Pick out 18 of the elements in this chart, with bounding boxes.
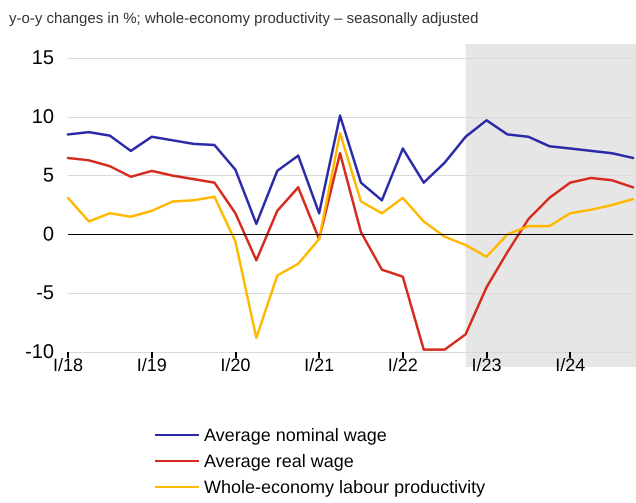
y-tick-label: 10 bbox=[32, 106, 54, 128]
x-tick-label: I/22 bbox=[388, 355, 418, 375]
x-tick-label: I/19 bbox=[136, 355, 167, 375]
x-tick-label: I/18 bbox=[52, 355, 84, 375]
x-tick-label: I/21 bbox=[304, 355, 334, 375]
y-tick-label: 15 bbox=[32, 47, 54, 69]
y-tick-label: 5 bbox=[42, 164, 54, 187]
line-series bbox=[66, 114, 634, 226]
x-tick-label: I/24 bbox=[555, 355, 586, 375]
x-tick-label: I/23 bbox=[472, 355, 502, 375]
chart-title: y-o-y changes in %; whole-economy productivity – seasonally adjusted bbox=[9, 10, 478, 27]
legend-label: Average nominal wage bbox=[204, 425, 387, 445]
y-tick-label: 0 bbox=[42, 223, 54, 246]
y-tick-label: -10 bbox=[25, 341, 54, 363]
legend-label: Average real wage bbox=[204, 451, 354, 471]
y-tick-label: -5 bbox=[36, 282, 54, 304]
legend-label: Whole-economy labour productivity bbox=[204, 477, 486, 497]
x-tick-label: I/20 bbox=[220, 355, 250, 375]
